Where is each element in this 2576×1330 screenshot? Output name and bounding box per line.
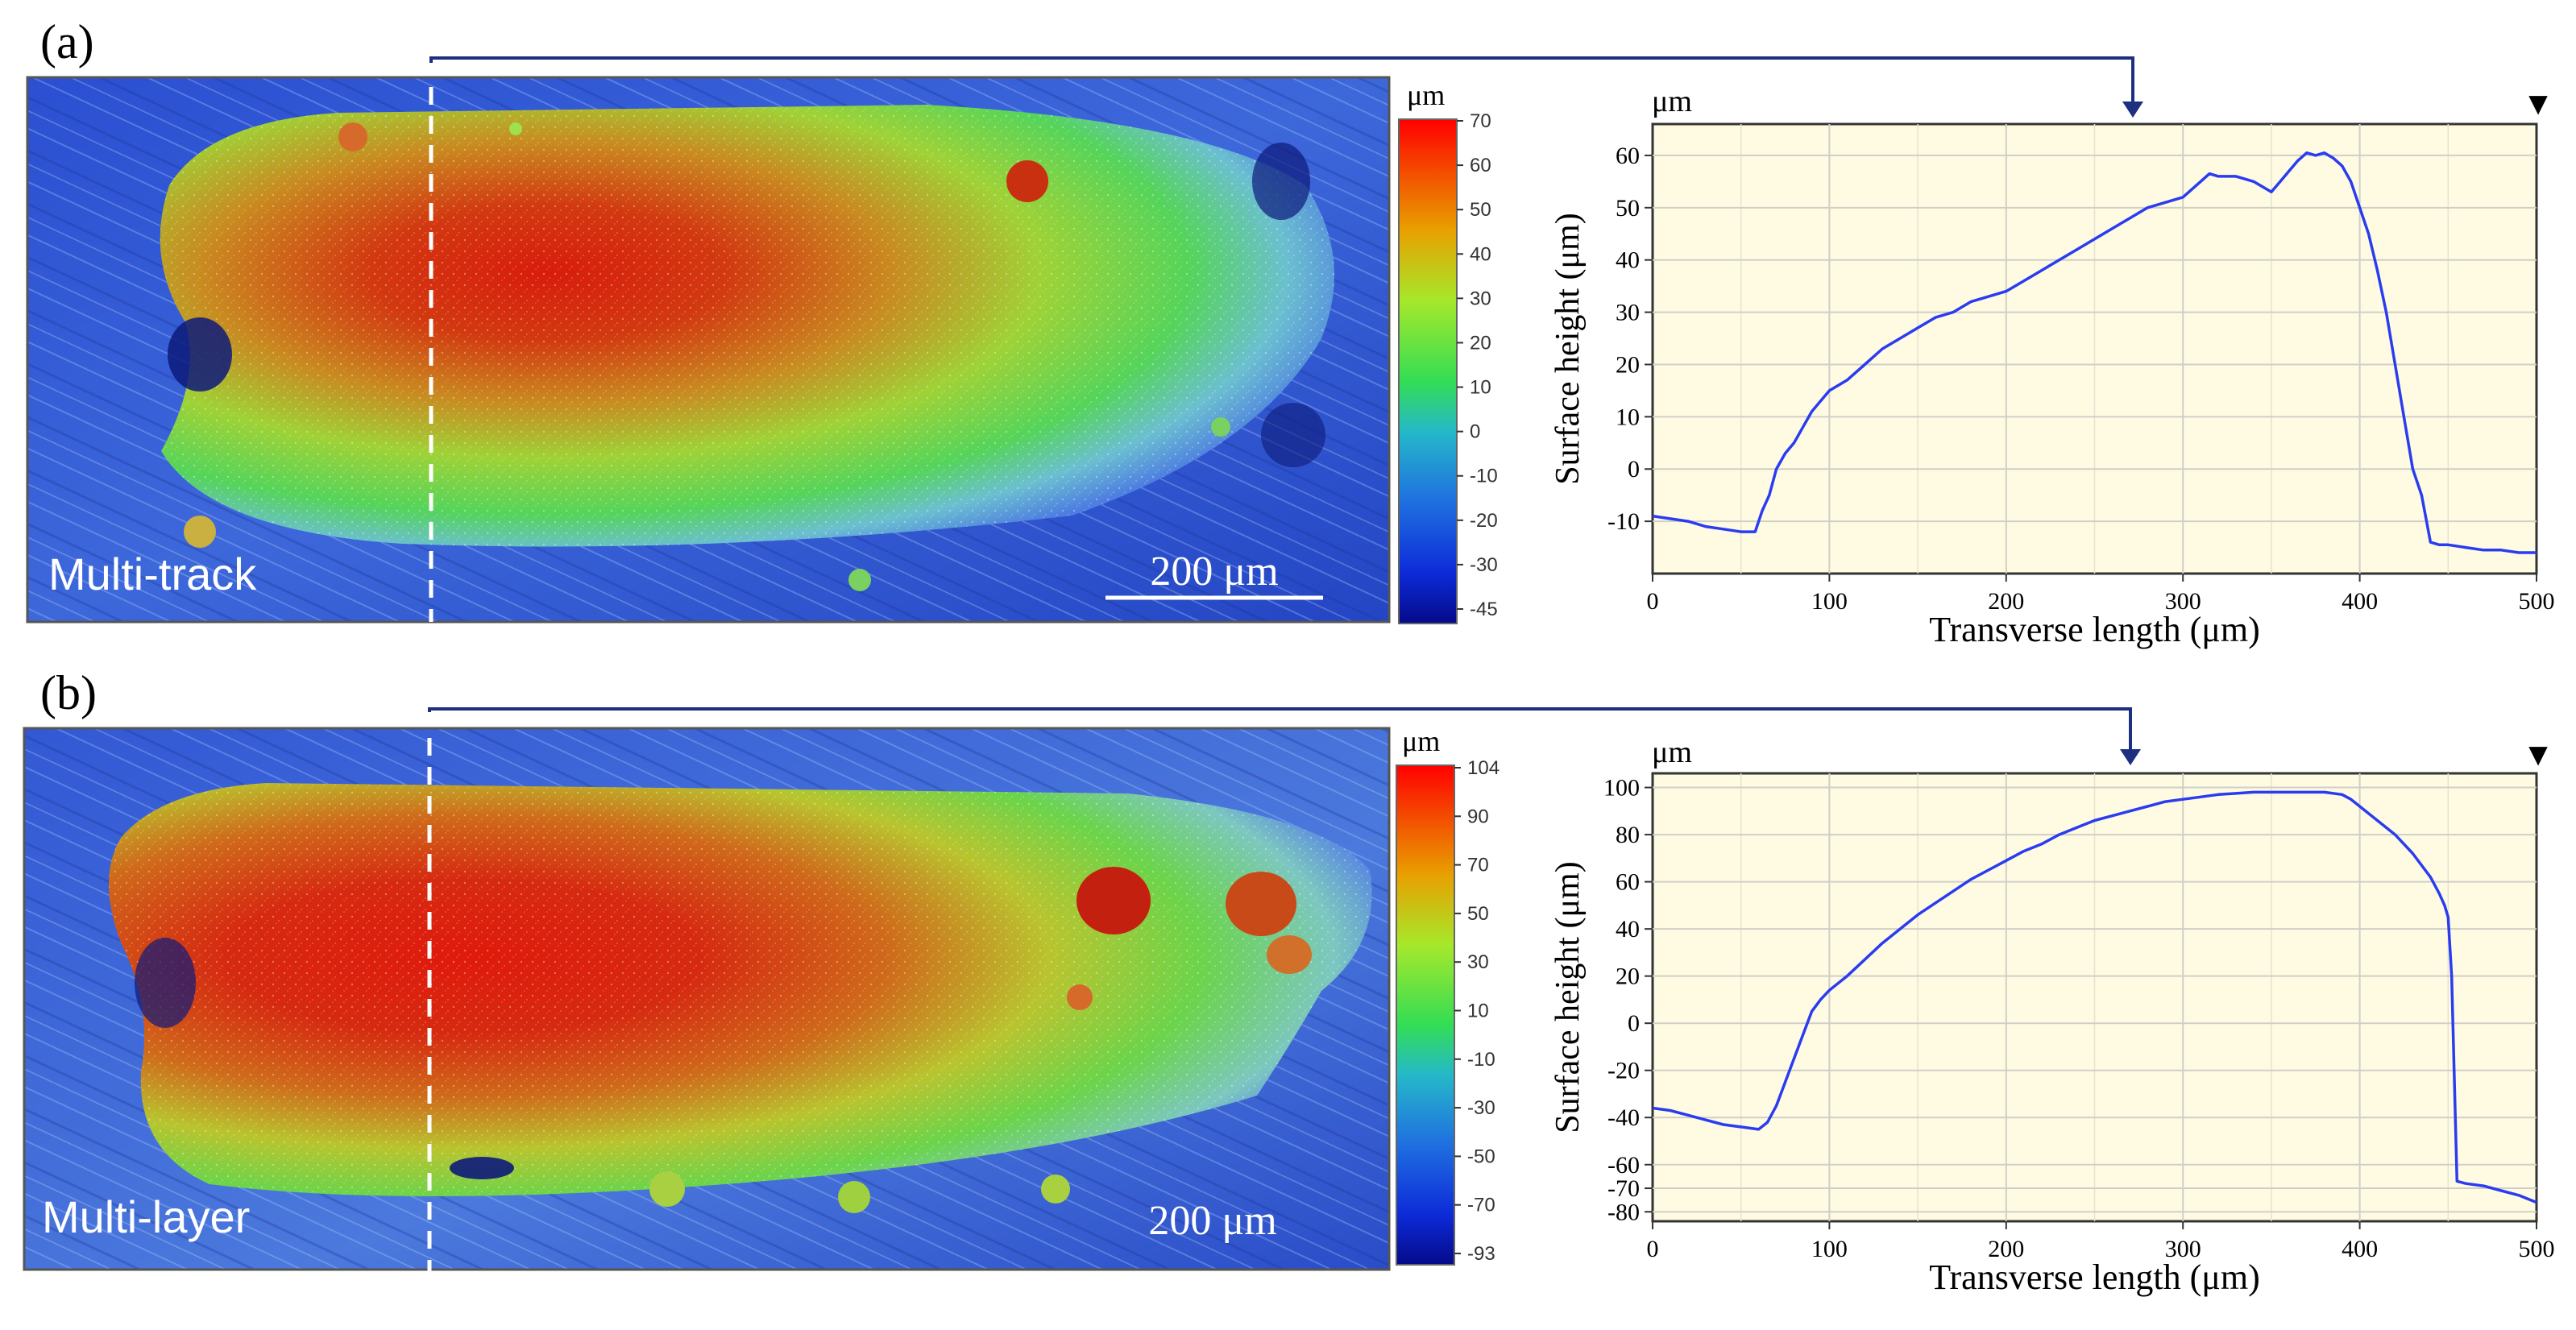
panel-a-x-tick-label: 500: [2519, 588, 2555, 615]
panel-a-x-tick-label: 300: [2165, 588, 2201, 615]
panel-b-colorbar: μm 104 90 70 50 30 10 -10 -30 -50 -70 -93: [1396, 725, 1500, 1266]
panel-a-colorbar-tick-label: 70: [1470, 110, 1491, 132]
panel-a-colorbar-tick-label: -20: [1470, 510, 1498, 532]
panel-b-series-line: [1652, 790, 2537, 1204]
panel-b-connector-arrowhead: [2120, 749, 2141, 765]
panel-b-x-tick-label: 100: [1811, 1236, 1848, 1262]
panel-a-connector-arrowhead: [2122, 102, 2143, 118]
panel-b-colorbar-unit: μm: [1402, 725, 1440, 757]
panel-b-y-tick-label: -80: [1607, 1199, 1640, 1225]
panel-b-y-tick-label: 100: [1603, 775, 1640, 802]
panel-b-colorbar-tick-label: -93: [1467, 1243, 1495, 1265]
panel-b-y-tick-label: 80: [1616, 822, 1640, 848]
panel-b-y-tick-label: -40: [1607, 1104, 1640, 1131]
panel-a-colorbar-tick-label: 40: [1470, 243, 1491, 265]
panel-a-scale-bar-label: 200 μm: [1150, 549, 1278, 595]
panel-a-y-tick-label: -10: [1607, 508, 1640, 535]
panel-a-y-tick-label: 30: [1616, 300, 1640, 326]
panel-a-x-tick-label: 200: [1988, 588, 2024, 615]
panel-b-y-tick-label: -60: [1607, 1152, 1640, 1179]
panel-b-colorbar-tick-label: -50: [1467, 1146, 1495, 1167]
panel-a-y-tick-label: 60: [1616, 143, 1640, 169]
panel-a-colorbar-tick-label: -10: [1470, 466, 1498, 487]
panel-a-y-tick-label: 50: [1616, 195, 1640, 222]
panel-b-y-tick-label: 20: [1616, 963, 1640, 990]
panel-b-x-tick-label: 200: [1988, 1236, 2024, 1262]
panel-b-x-tick-label: 300: [2165, 1236, 2201, 1262]
panel-b-y-tick-label: 0: [1628, 1010, 1640, 1037]
panel-b-chart: μm 0 100 200 300 400 500 -80-70-60 -40 -20 0 20 40 6…: [1549, 735, 2555, 1297]
panel-a-chart: μm 0 100 200 300 400 500 -10 0 10 20 30 40 50 60 Trans…: [1549, 85, 2555, 649]
panel-a-colorbar-tick-label: 0: [1470, 421, 1480, 443]
panel-a-colorbar-tick-label: 20: [1470, 332, 1491, 354]
panel-b-marker-icon: ▼: [2522, 737, 2554, 773]
panel-a-x-tick-label: 0: [1647, 588, 1659, 615]
panel-b-colorbar-tick-label: -30: [1467, 1097, 1495, 1119]
panel-a-colorbar-tick-label: -45: [1470, 599, 1498, 620]
panel-a-particle: [1006, 160, 1048, 202]
panel-b-x-axis-title: Transverse length (μm): [1929, 1257, 2260, 1297]
panel-b-y-tick-label: 40: [1616, 916, 1640, 943]
panel-b-scale-bar-label: 200 μm: [1148, 1198, 1276, 1244]
panel-a-colorbar-tick-label: 30: [1470, 288, 1491, 309]
panel-a-colorbar-tick-label: 10: [1470, 377, 1491, 399]
panel-a-colorbar: μm 70 60 50 40 30 20 10 0 -10 -20 -30 -45: [1398, 79, 1498, 624]
panel-b-x-tick-label: 400: [2342, 1236, 2378, 1262]
panel-a-x-tick-label: 100: [1811, 588, 1848, 615]
panel-a-y-tick-label: 10: [1616, 404, 1640, 430]
panel-b-colorbar-tick-label: 104: [1467, 757, 1500, 779]
panel-b-x-tick-label: 500: [2519, 1236, 2555, 1262]
panel-b-y-tick-label: 60: [1616, 869, 1640, 896]
panel-b-colorbar-tick-label: -70: [1467, 1195, 1495, 1216]
panel-a-colorbar-tick-label: 60: [1470, 155, 1491, 176]
panel-b-y-tick-label: -70: [1607, 1175, 1640, 1202]
panel-a-x-axis-title: Transverse length (μm): [1929, 610, 2260, 649]
panel-b-heightmap: Multi-layer 200 μm: [23, 727, 1391, 1271]
panel-b-colorbar-tick-label: -10: [1467, 1049, 1495, 1071]
panel-a-sample-label: Multi-track: [48, 549, 257, 599]
panel-b-chart-unit: μm: [1652, 735, 1692, 769]
panel-b-sample-label: Multi-layer: [42, 1191, 250, 1242]
panel-a-y-axis-title: Surface height (μm): [1549, 213, 1587, 484]
panel-a-marker-icon: ▼: [2522, 86, 2554, 122]
panel-b-y-axis-title: Surface height (μm): [1549, 861, 1587, 1133]
panel-a-colorbar-tick-label: 50: [1470, 199, 1491, 221]
panel-b-label: (b): [40, 666, 97, 719]
panel-a-colorbar-unit: μm: [1407, 79, 1445, 111]
panel-a-label: (a): [40, 15, 94, 68]
panel-a-y-tick-label: 40: [1616, 247, 1640, 274]
panel-b-colorbar-tick-label: 30: [1467, 951, 1489, 973]
panel-b-colorbar-tick-label: 10: [1467, 1001, 1489, 1022]
panel-b-colorbar-tick-label: 50: [1467, 903, 1489, 925]
panel-a-y-tick-label: 20: [1616, 351, 1640, 378]
panel-a-connector: [429, 56, 2134, 105]
panel-b-colorbar-tick-label: 90: [1467, 806, 1489, 827]
panel-a-colorbar-tick-label: -30: [1470, 554, 1498, 576]
panel-a-y-tick-label: 0: [1628, 456, 1640, 483]
panel-b-y-tick-label: -20: [1607, 1058, 1640, 1084]
panel-b-x-tick-label: 0: [1647, 1236, 1659, 1262]
panel-b-particle: [1076, 867, 1151, 934]
panel-b-colorbar-tick-label: 70: [1467, 855, 1489, 876]
panel-a-x-tick-label: 400: [2342, 588, 2378, 615]
panel-a: (a) Multi-track 200 μm: [26, 15, 2555, 649]
panel-b-connector: [428, 707, 2132, 751]
panel-a-series-line: [1652, 151, 2537, 554]
panel-a-chart-unit: μm: [1652, 85, 1692, 118]
panel-a-heightmap: Multi-track 200 μm: [26, 76, 1391, 624]
